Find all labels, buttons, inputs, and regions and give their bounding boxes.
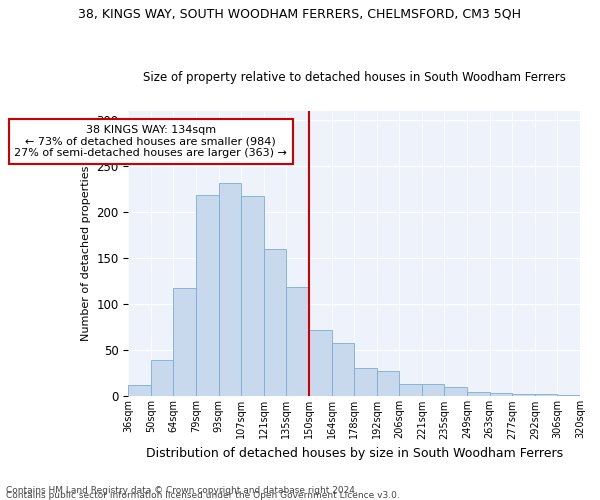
Bar (399, 384, 422, 396)
Bar (354, 368, 377, 396)
Bar (490, 392, 512, 396)
Text: Contains HM Land Registry data © Crown copyright and database right 2024.: Contains HM Land Registry data © Crown c… (6, 486, 358, 495)
Bar (173, 288, 196, 397)
Bar (332, 343, 354, 396)
Bar (218, 183, 241, 396)
Bar (422, 384, 445, 396)
Bar (309, 330, 332, 396)
Bar (512, 394, 535, 396)
Bar (445, 387, 467, 396)
Bar (535, 394, 557, 396)
Bar (286, 287, 309, 397)
Bar (151, 360, 173, 397)
Bar (467, 392, 490, 396)
Bar (557, 394, 580, 396)
Bar (196, 195, 218, 396)
Bar (377, 370, 399, 396)
Y-axis label: Number of detached properties: Number of detached properties (80, 166, 91, 342)
Text: 38 KINGS WAY: 134sqm
← 73% of detached houses are smaller (984)
27% of semi-deta: 38 KINGS WAY: 134sqm ← 73% of detached h… (14, 125, 287, 158)
X-axis label: Distribution of detached houses by size in South Woodham Ferrers: Distribution of detached houses by size … (146, 447, 563, 460)
Bar (128, 386, 151, 396)
Title: Size of property relative to detached houses in South Woodham Ferrers: Size of property relative to detached ho… (143, 70, 566, 84)
Text: 38, KINGS WAY, SOUTH WOODHAM FERRERS, CHELMSFORD, CM3 5QH: 38, KINGS WAY, SOUTH WOODHAM FERRERS, CH… (79, 8, 521, 20)
Bar (264, 249, 286, 396)
Bar (241, 196, 264, 396)
Text: Contains public sector information licensed under the Open Government Licence v3: Contains public sector information licen… (6, 491, 400, 500)
